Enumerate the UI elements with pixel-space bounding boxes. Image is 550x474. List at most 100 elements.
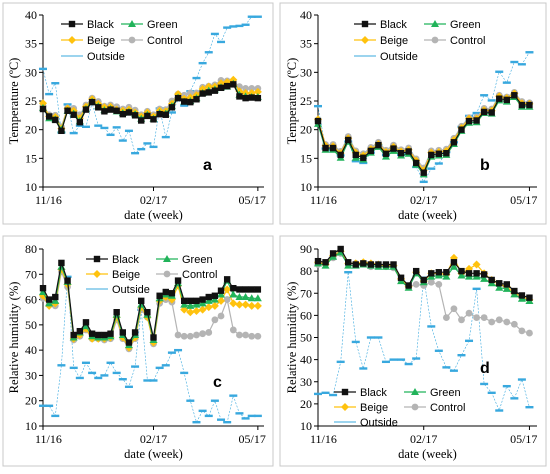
data-point: [230, 284, 237, 292]
data-point: [223, 276, 231, 283]
y-tick-label: 25: [300, 94, 312, 108]
series-black: [314, 92, 533, 176]
data-point: [247, 294, 256, 302]
data-point: [458, 267, 465, 275]
panel-label: d: [480, 360, 490, 377]
data-point: [138, 297, 145, 305]
data-point: [435, 150, 443, 157]
data-point: [367, 147, 375, 155]
data-point: [210, 301, 219, 310]
data-point: [457, 271, 466, 279]
legend-label: Green: [450, 19, 481, 31]
x-tick-label: 11/16: [35, 432, 62, 446]
data-point: [242, 84, 249, 92]
y-tick-label: 35: [25, 37, 37, 51]
data-point: [156, 292, 163, 299]
series-black: [39, 259, 262, 346]
data-point: [488, 318, 496, 326]
data-point: [217, 84, 225, 92]
data-point: [229, 326, 237, 334]
data-point: [322, 144, 329, 152]
chart-panel-c: 10 20 30 40 50 60 70 80 11/16 02/17 05/17 date (wee…: [7, 242, 266, 461]
x-axis-label: date (week): [398, 447, 457, 461]
y-tick-label: 40: [25, 343, 37, 357]
data-point: [174, 94, 182, 102]
data-point: [101, 108, 108, 115]
panel-frame-a: [2, 2, 274, 225]
data-point: [367, 261, 375, 268]
y-axis-label: Temperature (ºC): [7, 58, 21, 145]
y-tick-label: 20: [25, 394, 37, 408]
data-point: [442, 314, 450, 321]
data-point: [205, 293, 212, 301]
data-point: [236, 331, 243, 339]
x-tick-label: 05/17: [510, 432, 537, 446]
legend-item-outside: Outside: [61, 51, 125, 63]
legend-label: Beige: [112, 269, 140, 281]
legend-marker: [163, 270, 171, 278]
legend-item-control: Control: [156, 269, 217, 281]
x-tick-label: 05/17: [239, 193, 266, 207]
y-tick-label: 35: [300, 37, 312, 51]
x-axis-label: date (week): [398, 208, 457, 222]
data-point: [192, 306, 201, 315]
data-point: [186, 89, 194, 97]
data-point: [253, 87, 262, 96]
data-point: [465, 117, 473, 125]
data-point: [458, 316, 465, 324]
legend-label: Outside: [112, 284, 150, 296]
data-point: [337, 151, 344, 159]
legend-marker: [93, 255, 101, 263]
data-point: [511, 92, 518, 99]
legend-label: Outside: [360, 417, 398, 429]
series-line-outside: [42, 16, 258, 154]
data-point: [217, 290, 226, 298]
data-point: [248, 286, 255, 293]
data-point: [480, 314, 488, 321]
legend-item-beige: Beige: [334, 402, 388, 414]
data-point: [187, 297, 194, 305]
data-point: [193, 96, 200, 103]
chart-panel-a: 10 15 20 25 30 35 40 11/16 02/17 05/17 date (week)…: [7, 8, 266, 222]
data-point: [131, 112, 139, 119]
data-point: [186, 308, 195, 317]
data-point: [174, 331, 182, 339]
legend-item-outside: Outside: [334, 417, 398, 429]
data-point: [502, 284, 511, 292]
data-point: [314, 257, 322, 265]
legend-marker: [68, 20, 76, 28]
data-point: [204, 296, 213, 304]
legend-label: Beige: [87, 35, 115, 47]
data-point: [52, 116, 59, 124]
x-tick-label: 11/16: [35, 193, 62, 207]
legend: Black Green Beige Control Outside: [354, 19, 485, 63]
data-point: [397, 274, 405, 281]
data-point: [186, 332, 194, 340]
data-point: [242, 94, 249, 102]
data-point: [428, 151, 435, 159]
panel-label: c: [213, 374, 222, 391]
data-point: [45, 296, 53, 303]
data-point: [496, 280, 503, 287]
legend-item-beige: Beige: [86, 269, 140, 281]
data-point: [503, 318, 511, 326]
data-point: [187, 98, 194, 106]
data-point: [217, 287, 225, 294]
x-axis-label: date (week): [124, 447, 183, 461]
data-point: [450, 259, 458, 266]
legend-marker: [128, 36, 136, 44]
data-point: [458, 126, 465, 133]
data-point: [168, 104, 176, 111]
y-tick-label: 15: [300, 151, 312, 165]
x-tick-label: 02/17: [140, 193, 167, 207]
data-point: [168, 290, 176, 297]
x-tick-label: 05/17: [239, 432, 266, 446]
legend-item-outside: Outside: [86, 284, 150, 296]
legend-marker: [411, 403, 419, 411]
legend-marker: [163, 255, 171, 262]
data-point: [337, 245, 344, 253]
data-point: [58, 259, 65, 267]
data-point: [51, 296, 60, 304]
data-point: [412, 159, 420, 167]
data-point: [210, 295, 219, 303]
